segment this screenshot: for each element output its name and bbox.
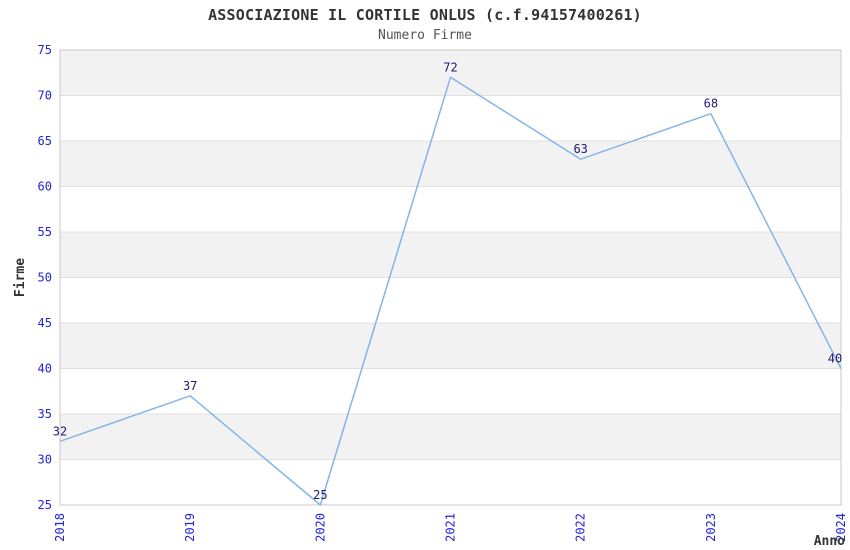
data-point-label: 68 [704,97,718,111]
y-tick-label: 60 [38,180,52,194]
plot-band [60,50,841,96]
x-tick-label: 2021 [444,513,458,542]
data-point-label: 72 [443,60,457,74]
y-tick-label: 75 [38,43,52,57]
y-tick-label: 25 [38,498,52,512]
x-tick-label: 2018 [53,513,67,542]
data-line [59,76,842,506]
y-tick-label: 40 [38,362,52,376]
x-tick-label: 2020 [313,513,327,542]
plot-band [60,323,841,369]
plot-band [60,414,841,460]
y-tick-label: 30 [38,453,52,467]
x-tick-label: 2022 [574,513,588,542]
plot-band [60,141,841,187]
y-axis-title: Firme [13,258,28,297]
x-tick-label: 2019 [183,513,197,542]
y-tick-label: 45 [38,316,52,330]
chart-title: ASSOCIAZIONE IL CORTILE ONLUS (c.f.94157… [208,6,642,24]
y-tick-label: 55 [38,225,52,239]
data-point-label: 63 [573,142,587,156]
data-point-label: 37 [183,379,197,393]
y-tick-label: 70 [38,89,52,103]
chart-subtitle: Numero Firme [378,28,472,43]
y-tick-label: 35 [38,407,52,421]
data-point-label: 40 [828,352,842,366]
plot-border [59,49,842,506]
x-tick-label: 2024 [834,513,848,542]
y-tick-label: 65 [38,134,52,148]
x-axis-title: Anno [814,534,845,549]
y-tick-label: 50 [38,271,52,285]
data-point-label: 25 [313,488,327,502]
plot-band [60,232,841,278]
data-point-label: 32 [53,424,67,438]
x-tick-label: 2023 [704,513,718,542]
